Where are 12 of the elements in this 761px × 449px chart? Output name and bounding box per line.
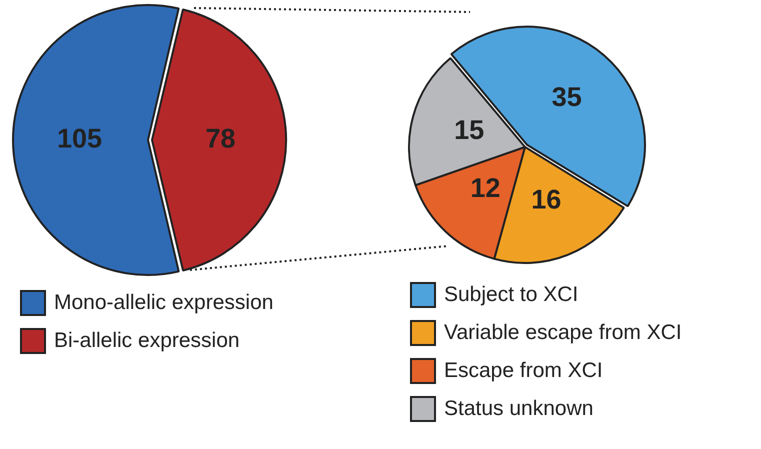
legend-label: Subject to XCI [444, 283, 578, 307]
legend-label: Mono-allelic expression [54, 291, 274, 315]
data-label: 105 [56, 123, 102, 154]
data-label: 16 [531, 184, 562, 214]
legend-label: Variable escape from XCI [444, 321, 682, 345]
legend-label: Escape from XCI [444, 359, 603, 383]
data-label: 78 [205, 123, 236, 154]
legend-label: Status unknown [444, 397, 594, 421]
data-label: 12 [470, 172, 500, 203]
data-label: 15 [454, 115, 484, 146]
data-label: 35 [552, 82, 582, 112]
legend-label: Bi-allelic expression [54, 329, 240, 353]
